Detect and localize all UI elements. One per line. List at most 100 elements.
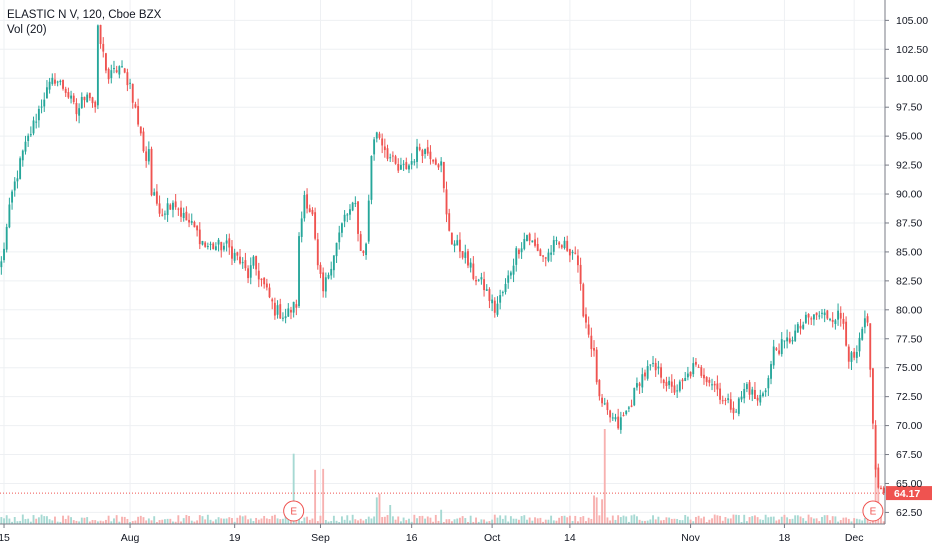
volume-bar [582, 516, 585, 524]
candle-body [660, 367, 663, 378]
candle-body [434, 159, 437, 165]
candle [799, 318, 802, 335]
volume-bar [308, 519, 311, 524]
candle-body [78, 108, 81, 116]
candle [64, 86, 67, 97]
candle [88, 92, 91, 101]
candle-body [692, 363, 695, 375]
x-tick-label: Oct [484, 532, 500, 544]
candle-body [247, 268, 250, 279]
candle [24, 135, 27, 155]
volume-bar [349, 520, 351, 524]
volume-bar [150, 520, 153, 524]
candle [542, 255, 545, 262]
candle-body [558, 242, 561, 245]
candle-body [413, 161, 416, 163]
candle [638, 381, 641, 394]
volume-bar [858, 519, 861, 524]
candle-body [75, 102, 78, 115]
candle-body [228, 238, 231, 248]
volume-bar [418, 516, 421, 524]
candle [606, 399, 609, 415]
volume-bar [426, 516, 429, 524]
candle-body [153, 192, 156, 196]
candle-body [509, 272, 512, 276]
candle [32, 116, 35, 136]
candle-body [402, 163, 405, 165]
volume-bar [391, 516, 394, 524]
candle [767, 375, 770, 396]
volume-bar [799, 516, 802, 524]
candle [402, 160, 405, 171]
volume-bar [507, 521, 510, 524]
candle-body [263, 277, 266, 285]
volume-bar [775, 520, 778, 524]
y-tick-label: 80.00 [896, 304, 922, 316]
candle-body [3, 248, 5, 261]
volume-bar [855, 518, 858, 524]
candle-body [118, 66, 121, 75]
candle [134, 101, 137, 109]
candle-body [574, 252, 577, 254]
candle [552, 235, 555, 256]
candle [220, 241, 223, 258]
volume-indicator-label[interactable]: Vol (20) [7, 24, 47, 36]
candle [512, 258, 515, 283]
candle [697, 364, 700, 368]
candle-body [563, 240, 566, 249]
candle [67, 87, 70, 99]
candle-body [456, 240, 459, 246]
candle-body [421, 150, 424, 157]
candle [37, 105, 40, 128]
candle [528, 232, 531, 246]
candle [8, 197, 11, 229]
candle-body [155, 191, 158, 204]
volume-bar [357, 520, 359, 524]
candle-body [11, 191, 14, 203]
candle-body [576, 255, 579, 266]
candle [753, 382, 756, 400]
candle-body [850, 352, 853, 362]
candle [123, 67, 126, 74]
candle-body [405, 162, 408, 170]
volume-bar [196, 520, 199, 524]
volume-bar [158, 520, 161, 524]
candle [829, 317, 831, 322]
volume-bar [284, 515, 287, 524]
candle-body [432, 159, 435, 162]
candle [155, 184, 158, 206]
volume-bar [627, 521, 630, 524]
candle [161, 208, 164, 217]
candle-body [834, 320, 837, 325]
candle-body [397, 164, 400, 171]
candle [43, 92, 46, 112]
candle [863, 310, 866, 334]
candle-body [174, 201, 177, 208]
volume-bar [753, 515, 756, 524]
candle-body [418, 147, 421, 150]
candle-body [499, 295, 502, 303]
candle [469, 258, 472, 273]
volume-bar [209, 519, 212, 524]
candle [29, 126, 32, 138]
candle-body [630, 405, 633, 407]
candle-body [273, 302, 276, 316]
candle-body [745, 384, 748, 390]
candle [603, 397, 606, 406]
volume-bar [67, 515, 70, 524]
candle-body [426, 147, 429, 154]
volume-bar [509, 516, 512, 524]
candle-body [96, 25, 99, 106]
candle-body [853, 351, 856, 358]
symbol-label[interactable]: ELASTIC N V, 120, Cboe BZX [7, 9, 162, 21]
volume-bar [440, 509, 443, 524]
candle [780, 332, 783, 357]
candle-body [327, 274, 330, 279]
candle [670, 374, 673, 394]
candle [609, 409, 612, 423]
candle [526, 234, 528, 242]
candle [118, 65, 121, 79]
candle [772, 339, 775, 369]
